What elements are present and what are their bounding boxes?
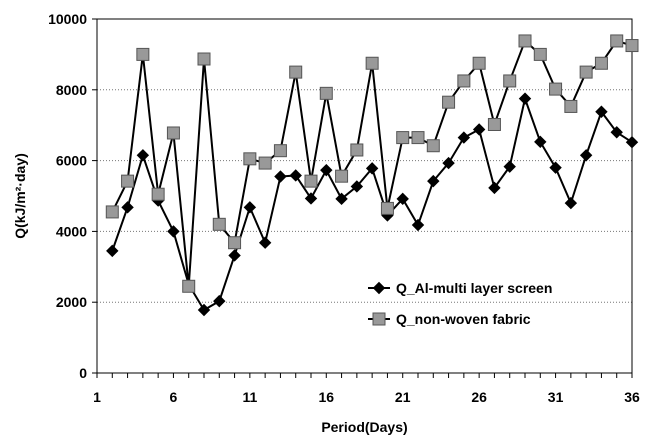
- data-point: [472, 56, 486, 70]
- data-point: [213, 294, 226, 308]
- data-point: [121, 201, 134, 214]
- legend-item: Q_non-woven fabric: [368, 311, 531, 327]
- y-tick-label: 4000: [56, 223, 87, 239]
- legend-marker: [372, 312, 386, 326]
- data-point: [487, 117, 501, 131]
- data-point: [457, 131, 471, 144]
- y-tick-label: 0: [79, 365, 87, 381]
- data-point: [243, 152, 257, 166]
- x-tick-label: 31: [548, 389, 564, 405]
- x-axis-ticks: 1 6 11 16 21 26 31 36: [93, 373, 640, 405]
- y-tick-label: 2000: [56, 294, 87, 310]
- data-point: [166, 126, 180, 140]
- data-point: [534, 135, 547, 149]
- x-tick-label: 16: [318, 389, 334, 405]
- data-point: [503, 74, 517, 88]
- data-point: [579, 149, 593, 162]
- x-tick-label: 36: [624, 389, 640, 405]
- data-point: [472, 123, 486, 136]
- data-point: [136, 47, 150, 61]
- x-tick-label: 11: [242, 389, 257, 405]
- y-axis-label: Q(kJ/m²·day): [12, 153, 28, 239]
- legend: Q_Al-multi layer screen Q_non-woven fabri…: [368, 280, 552, 327]
- data-point: [518, 92, 532, 105]
- data-point: [365, 56, 379, 70]
- series-layer: [105, 34, 639, 317]
- data-point: [136, 149, 150, 162]
- data-point: [549, 161, 562, 174]
- x-tick-label: 21: [395, 389, 411, 405]
- data-point: [274, 170, 287, 183]
- data-point: [197, 303, 211, 317]
- data-point: [595, 105, 608, 118]
- data-point: [105, 205, 119, 219]
- data-point: [258, 156, 272, 170]
- data-point: [442, 95, 456, 109]
- data-point: [350, 143, 364, 157]
- data-point: [396, 192, 409, 206]
- data-point: [335, 192, 348, 206]
- data-point: [564, 99, 578, 113]
- data-point: [228, 236, 242, 250]
- data-point: [411, 218, 425, 232]
- data-point: [151, 187, 165, 201]
- data-point: [228, 249, 241, 262]
- series-2: [105, 34, 639, 293]
- data-point: [411, 131, 425, 145]
- data-point: [212, 217, 226, 231]
- data-point: [243, 201, 257, 214]
- data-point: [258, 236, 272, 249]
- data-point: [304, 192, 318, 205]
- data-point: [335, 169, 349, 183]
- x-axis-label: Period(Days): [321, 419, 407, 435]
- y-axis-ticks: 0 2000 4000 6000 8000 10000: [48, 11, 97, 381]
- data-point: [121, 174, 135, 188]
- data-point: [289, 65, 303, 79]
- data-point: [625, 39, 639, 53]
- y-tick-label: 6000: [56, 153, 87, 169]
- data-point: [488, 181, 501, 195]
- data-point: [594, 56, 608, 70]
- data-point: [396, 131, 410, 145]
- data-point: [518, 34, 532, 48]
- data-point: [427, 174, 440, 188]
- data-point: [197, 52, 211, 66]
- data-point: [380, 201, 394, 215]
- data-point: [289, 169, 302, 182]
- data-point: [610, 34, 624, 48]
- y-tick-label: 10000: [48, 11, 87, 27]
- x-tick-label: 26: [471, 389, 487, 405]
- x-tick-label: 1: [93, 389, 101, 405]
- series-1: [106, 92, 639, 317]
- data-point: [549, 82, 563, 96]
- data-point: [319, 86, 333, 100]
- data-point: [457, 74, 471, 88]
- data-point: [625, 135, 639, 149]
- legend-item: Q_Al-multi layer screen: [368, 280, 552, 296]
- data-point: [579, 65, 593, 79]
- x-tick-label: 6: [170, 389, 178, 405]
- data-point: [610, 126, 623, 139]
- data-point: [533, 47, 547, 61]
- data-point: [304, 174, 318, 188]
- legend-label: Q_non-woven fabric: [396, 311, 531, 327]
- data-point: [503, 160, 516, 173]
- legend-marker: [372, 281, 386, 295]
- data-point: [365, 162, 379, 175]
- data-point: [564, 196, 578, 210]
- data-point: [106, 244, 119, 258]
- data-point: [442, 156, 455, 170]
- y-tick-label: 8000: [56, 82, 87, 98]
- plot-frame: [96, 18, 633, 374]
- data-point: [350, 180, 364, 193]
- grid-lines: [97, 89, 632, 303]
- data-point: [182, 279, 196, 293]
- legend-label: Q_Al-multi layer screen: [396, 280, 552, 296]
- data-point: [273, 144, 287, 158]
- data-point: [320, 163, 333, 177]
- data-point: [167, 225, 180, 238]
- data-point: [426, 139, 440, 153]
